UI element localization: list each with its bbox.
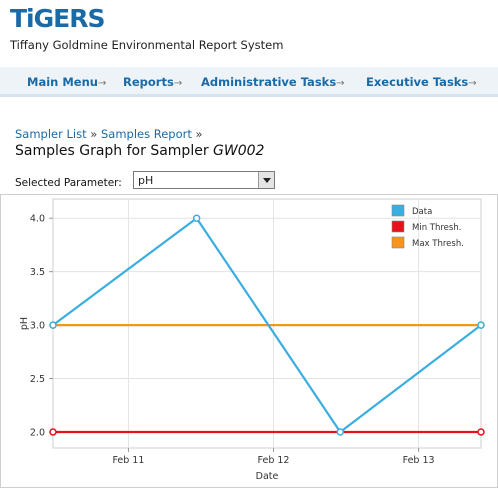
- data-point: [477, 428, 485, 436]
- arrow-right-icon: →: [97, 78, 107, 89]
- nav-main-menu-label: Main Menu: [27, 75, 98, 89]
- nav-administrative-tasks[interactable]: Administrative Tasks→: [201, 75, 345, 89]
- series-line-0: [52, 217, 482, 434]
- nav-administrative-tasks-label: Administrative Tasks: [201, 75, 337, 89]
- breadcrumb-sampler-list[interactable]: Sampler List: [15, 127, 87, 141]
- data-point: [49, 321, 57, 329]
- data-point: [192, 214, 201, 222]
- arrow-right-icon: →: [173, 78, 183, 89]
- nav-executive-tasks-label: Executive Tasks: [366, 75, 469, 89]
- nav-executive-tasks[interactable]: Executive Tasks→: [366, 75, 477, 89]
- breadcrumb-samples-report[interactable]: Samples Report: [100, 127, 192, 141]
- y-axis-label: pH: [19, 317, 30, 330]
- x-tick-label: Feb 11: [112, 455, 144, 466]
- legend-label: Min Thresh.: [412, 223, 461, 233]
- page-title: Samples Graph for Sampler GW002: [15, 143, 264, 159]
- arrow-right-icon: →: [468, 78, 477, 89]
- y-tick-label: 3.0: [30, 321, 45, 332]
- nav-reports[interactable]: Reports→: [123, 75, 182, 89]
- data-point: [49, 428, 57, 436]
- nav-main-menu[interactable]: Main Menu→: [27, 75, 106, 89]
- app-logo: TiGERS: [10, 4, 105, 33]
- breadcrumb: Sampler List » Samples Report »: [15, 127, 203, 141]
- legend-swatch: [391, 236, 405, 249]
- y-tick-label: 2.0: [30, 427, 45, 438]
- sampler-id: GW002: [213, 143, 265, 159]
- legend-label: Data: [412, 207, 432, 217]
- app-subtitle: Tiffany Goldmine Environmental Report Sy…: [10, 38, 284, 52]
- legend-swatch: [391, 220, 405, 233]
- page-title-text: Samples Graph for Sampler: [15, 143, 209, 159]
- y-tick-label: 3.5: [30, 267, 45, 278]
- parameter-select[interactable]: pH: [133, 171, 275, 189]
- data-point: [477, 321, 485, 329]
- breadcrumb-separator: »: [90, 127, 98, 141]
- nav-reports-label: Reports: [123, 75, 174, 89]
- legend-swatch: [391, 204, 405, 217]
- data-point: [336, 428, 345, 436]
- parameter-label: Selected Parameter:: [15, 177, 122, 189]
- x-tick-label: Feb 12: [258, 455, 290, 466]
- chevron-down-icon[interactable]: [258, 172, 274, 188]
- y-tick-label: 4.0: [30, 214, 45, 225]
- legend-label: Max Thresh.: [412, 239, 464, 249]
- samples-chart: 2.0 2.5 3.0 3.5 4.0 Feb 11 Feb 12 Feb 13 Date pH D…: [0, 194, 498, 488]
- arrow-right-icon: →: [336, 78, 345, 89]
- breadcrumb-separator: »: [195, 127, 203, 141]
- x-tick-label: Feb 13: [403, 455, 435, 466]
- y-tick-label: 2.5: [30, 374, 45, 385]
- main-nav: Main Menu→ Reports→ Administrative Tasks…: [0, 67, 498, 97]
- x-axis-label: Date: [256, 471, 279, 482]
- parameter-select-value: pH: [138, 174, 154, 187]
